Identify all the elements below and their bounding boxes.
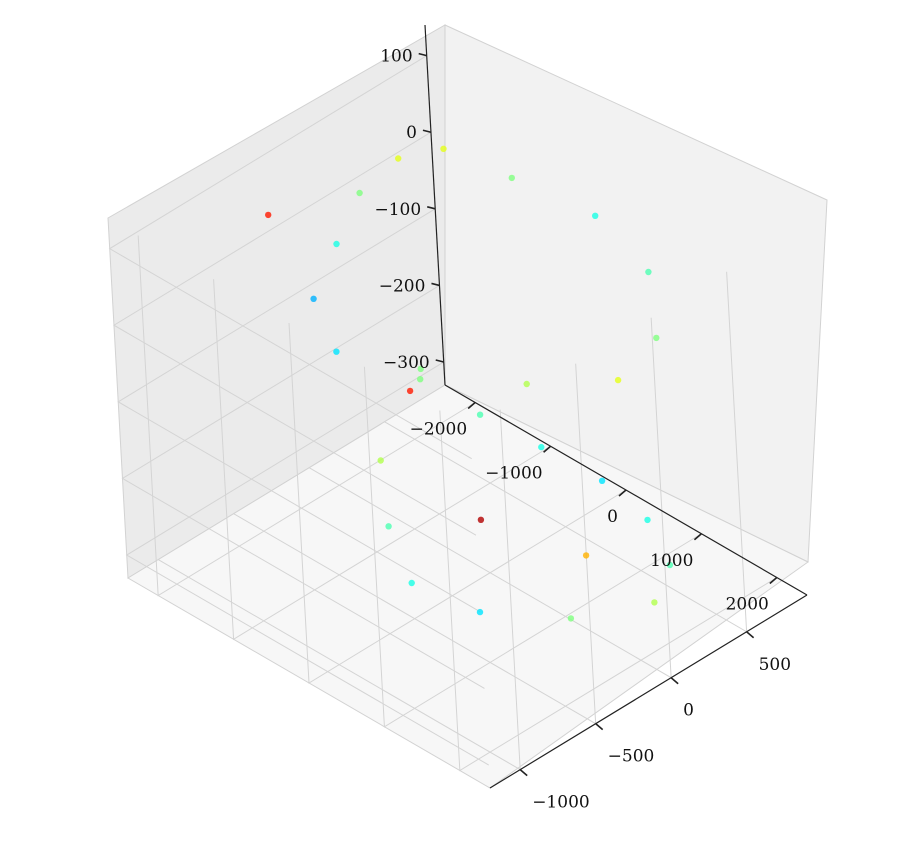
data-point: [598, 477, 606, 484]
grid-lines: [108, 55, 778, 772]
z-tick-label-1: 0: [406, 123, 417, 143]
data-point: [614, 376, 622, 384]
data-point: [356, 189, 363, 197]
data-point: [644, 516, 651, 524]
data-point: [645, 268, 652, 276]
data-point: [377, 457, 384, 464]
z-tick-1: [422, 129, 432, 134]
z-tick-0: [418, 52, 427, 57]
y-tick-label-2: 0: [683, 701, 694, 721]
data-point: [582, 552, 590, 559]
grid-line-z-0: [108, 55, 472, 460]
data-point: [385, 523, 392, 530]
x-tick-label-0: −2000: [410, 420, 468, 440]
y-tick-label-1: −500: [608, 747, 655, 767]
y-tick-3: [746, 631, 755, 639]
z-tick-label-3: −200: [379, 276, 426, 296]
data-point: [477, 516, 485, 523]
y-tick-1: [595, 723, 604, 731]
x-tick-0: [467, 401, 476, 410]
grid-line-z-1: [112, 131, 477, 536]
y-tick-label-3: 500: [759, 655, 791, 675]
y-axis-line: [489, 594, 808, 789]
data-point: [508, 174, 515, 182]
z-tick-3: [431, 282, 440, 287]
data-point: [395, 155, 402, 162]
grid-line-z-2: [117, 208, 481, 613]
data-point: [333, 240, 340, 248]
data-point: [567, 615, 575, 622]
x-tick-label-1: −1000: [485, 463, 543, 483]
data-point: [538, 443, 545, 451]
x-tick-label-2: 0: [607, 507, 618, 527]
z-tick-4: [435, 359, 444, 363]
data-point: [333, 348, 340, 355]
y-tick-2: [670, 677, 679, 685]
axes: [418, 24, 808, 789]
data-point: [476, 411, 484, 418]
x-tick-2: [618, 489, 627, 497]
data-point: [408, 579, 415, 587]
x-tick-label-3: 1000: [650, 551, 693, 571]
grid-line-z-4: [125, 361, 489, 766]
data-point: [651, 599, 658, 606]
data-point: [476, 608, 484, 616]
data-point: [653, 334, 660, 342]
data-point: [265, 211, 272, 219]
z-tick-label-0: 100: [380, 47, 412, 67]
data-point: [592, 212, 599, 219]
y-tick-0: [519, 769, 528, 777]
z-tick-label-2: −100: [375, 200, 422, 220]
grid-line-x-2: [288, 322, 627, 684]
data-point: [523, 380, 530, 388]
z-axis-line: [424, 24, 446, 386]
data-point: [406, 387, 414, 395]
grid-line-x-3: [363, 366, 702, 728]
data-point: [310, 295, 317, 302]
data-point: [417, 365, 424, 373]
grid-line-x-4: [439, 410, 778, 772]
data-points: [265, 145, 674, 622]
x-tick-1: [543, 445, 552, 453]
y-tick-label-0: −1000: [532, 793, 590, 813]
grid-line-z-3: [121, 284, 485, 689]
x-tick-label-4: 2000: [726, 595, 769, 615]
x-tick-3: [693, 533, 702, 541]
z-tick-label-4: −300: [383, 353, 430, 373]
x-tick-4: [769, 576, 778, 585]
data-point: [666, 561, 674, 569]
data-point: [440, 145, 447, 152]
tick-labels: −2000−1000010002000−1000−50005001000−100…: [375, 47, 792, 813]
z-tick-2: [427, 206, 436, 210]
data-point: [417, 376, 424, 383]
